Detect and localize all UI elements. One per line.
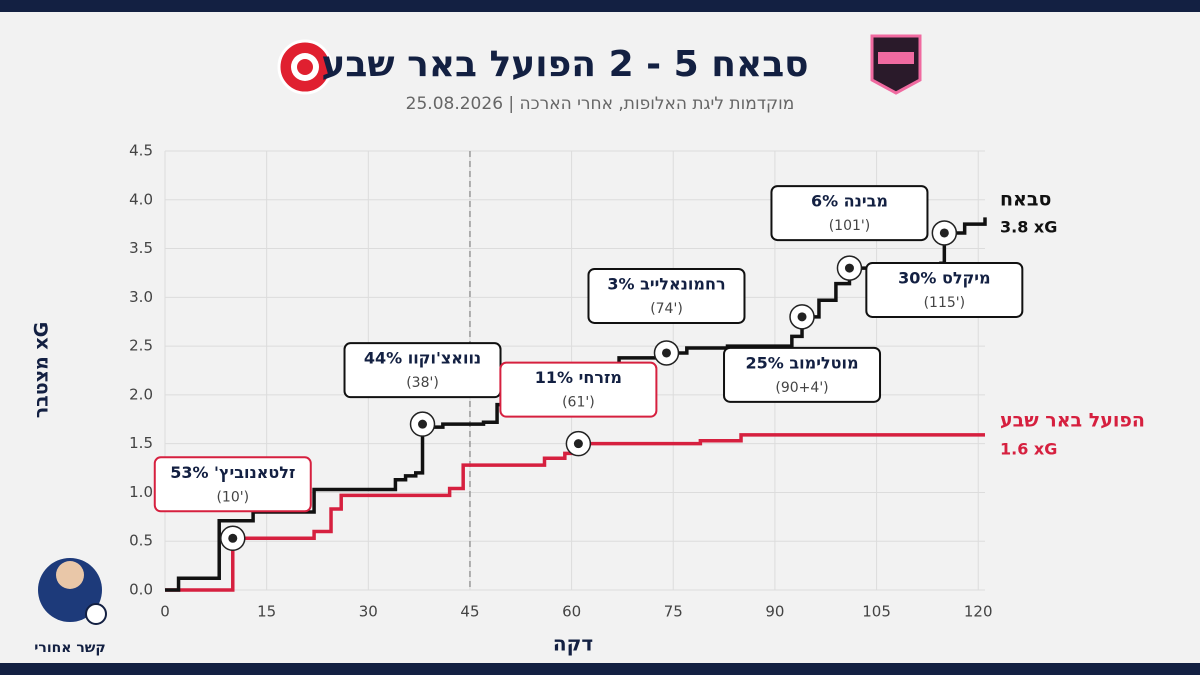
y-tick-label: 4.0 [129,190,153,208]
x-axis-label: דקה [553,632,593,656]
subtitle: מוקדמות ליגת האלופות, אחרי הארכה | 25.08… [406,94,795,114]
xg-line [165,433,985,592]
annotation-text: רחמונאלייב 3% [607,274,725,293]
brand-name: קשר אחורי [34,640,105,656]
annotation-box [587,267,746,324]
x-tick-label: 75 [664,603,683,621]
goal-ball [409,411,436,437]
annotation-box [723,346,882,403]
bottom-bar [0,663,1200,675]
chart-title: סבאח 5 - 2 הפועל באר שבע [321,44,808,85]
brand-logo [38,558,107,625]
goal-ball [836,255,863,281]
ball-patch [939,228,949,238]
ball-patch [228,533,238,543]
annotation-box [770,185,929,242]
goal-ball [653,340,680,366]
x-tick-label: 60 [562,603,581,621]
y-tick-label: 3.0 [129,288,153,306]
x-tick-label: 0 [160,603,170,621]
y-tick-label: 1.0 [129,483,153,501]
goal-ball [789,304,815,330]
annotation-text: מוטלימוב 25% [746,353,859,372]
y-tick-label: 4.5 [129,142,153,160]
x-tick-label: 30 [359,603,378,621]
x-tick-label: 15 [257,603,276,621]
x-tick-label: 45 [460,603,479,621]
annotation-minute: (74') [650,301,683,317]
annotation-minute: (10') [216,489,249,505]
annotation-text: מבינה 6% [811,192,888,211]
annotation-minute: (90+4') [775,380,828,396]
away-logo [870,34,922,95]
goal-ball [931,220,958,246]
y-tick-label: 0.0 [129,581,153,599]
home-logo [277,39,333,95]
y-tick-label: 2.5 [129,337,153,355]
annotation-box [153,456,312,513]
legend-total: 3.8 xG [1000,218,1057,237]
annotation-minute: (101') [829,218,871,234]
annotation-text: מזרחי 11% [535,368,622,387]
ball-patch [573,439,583,449]
y-tick-label: 1.5 [129,434,153,452]
legend-total: 1.6 xG [1000,440,1057,459]
goal-ball [220,525,246,552]
legend-label: הפועל באר שבע [1000,410,1145,432]
annotation-minute: (38') [406,375,439,391]
x-tick-label: 90 [765,603,784,621]
ball-patch [418,419,428,429]
ball-patch [844,263,854,273]
y-tick-label: 2.0 [129,385,153,403]
annotation-minute: (61') [562,395,595,411]
ball-patch [661,348,671,358]
annotation-text: נוואצ'וקוו 44% [364,349,481,368]
ball-patch [797,312,807,322]
x-tick-label: 105 [862,603,891,621]
y-tick-label: 0.5 [129,532,153,550]
y-tick-label: 3.5 [129,239,153,257]
annotation-box [499,361,658,418]
top-bar [0,0,1200,12]
goal-ball [565,430,592,457]
annotation-minute: (115') [924,295,966,311]
y-axis-label: xG מצטבר [31,322,53,419]
x-tick-label: 120 [964,603,993,621]
annotation-text: זלטאנוביץ' 53% [170,463,295,482]
annotation-text: מיקלס 30% [898,268,991,287]
legend-label: סבאח [1000,189,1051,211]
annotation-box [865,261,1024,318]
